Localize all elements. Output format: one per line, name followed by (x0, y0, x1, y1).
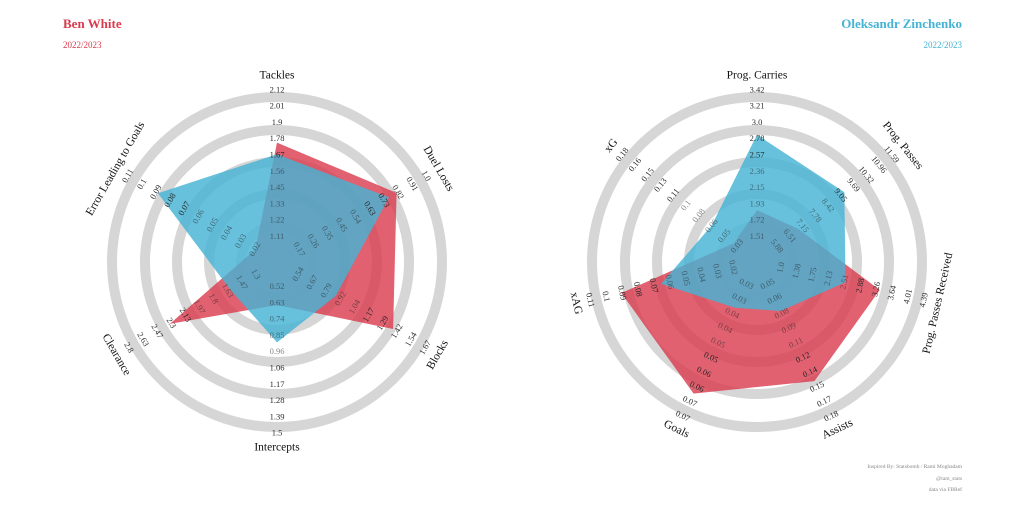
tick-label: 1.38 (790, 263, 803, 280)
tick-label: 4.01 (901, 288, 914, 305)
tick-label: 0.08 (632, 281, 645, 298)
tick-label: 0.1 (135, 177, 149, 191)
ring (587, 92, 927, 432)
tick-label: 1.75 (806, 266, 819, 283)
tick-label: 1.93 (750, 198, 765, 208)
tick-label: 1.33 (270, 198, 285, 208)
tick-label: 1.72 (750, 215, 765, 225)
tick-label: 1.11 (270, 231, 285, 241)
tick-label: 0.85 (270, 330, 285, 340)
credit-handle: @tam_stats (936, 476, 962, 482)
tick-label: 2.51 (837, 273, 850, 290)
tick-label: 1.39 (270, 411, 285, 421)
credit-source: data via FBRef (928, 487, 962, 493)
ring (140, 125, 414, 399)
tick-label: 0.03 (711, 263, 724, 280)
tick-label: 4.39 (917, 292, 930, 309)
tick-label: 1.9 (272, 117, 283, 127)
tick-label: 0.1 (600, 290, 612, 303)
tick-label: 1.0 (420, 169, 434, 183)
tick-label: 2.13 (821, 270, 834, 287)
player2-name: Oleksandr Zinchenko (841, 16, 962, 31)
tick-label: 0.06 (664, 273, 677, 290)
tick-label: 2.15 (750, 182, 765, 192)
tick-label: 0.63 (270, 297, 285, 307)
credit-inspired: Inspired By: Statsbomb / Rami Moghadam (867, 464, 962, 470)
radar-chart-2: 1.51 1.72 1.93 2.15 2.36 2.57 2.78 3.0 3.21 3.42 P… (568, 70, 956, 442)
tick-label: 0.96 (270, 346, 285, 356)
axis-label: xAG (568, 291, 585, 315)
tick-label: 3.42 (750, 84, 765, 94)
tick-label: 1.28 (270, 395, 285, 405)
tick-label: 2.3 (165, 316, 179, 330)
tick-label: 0.11 (584, 292, 597, 308)
player1-season: 2022/2023 (63, 40, 102, 50)
tick-label: 0.52 (270, 281, 285, 291)
tick-label: 3.0 (752, 117, 763, 127)
tick-label: 2.36 (750, 166, 765, 176)
radar-polygon-player2 (157, 154, 389, 343)
tick-label: 1.8 (207, 291, 221, 305)
tick-label: 1.56 (270, 166, 285, 176)
tick-label: 1.3 (249, 267, 263, 281)
tick-label: 1.78 (270, 133, 285, 143)
tick-label: 1.67 (270, 149, 285, 159)
axis-label: Prog. Carries (727, 70, 788, 82)
tick-label: 3.26 (869, 281, 882, 298)
tick-label: 0.02 (727, 259, 740, 276)
axis-label: Intercepts (254, 442, 300, 454)
tick-label: 1.22 (270, 215, 285, 225)
player1-name: Ben White (63, 16, 122, 31)
tick-label: 0.74 (270, 314, 286, 324)
tick-label: 1.0 (774, 261, 786, 274)
ring (620, 125, 894, 399)
tick-label: 0.05 (679, 270, 692, 287)
ring (107, 92, 447, 432)
tick-label: 1.17 (270, 379, 285, 389)
tick-label: 0.04 (695, 266, 708, 283)
tick-label: 0.09 (616, 284, 629, 301)
tick-label: 2.88 (853, 277, 866, 294)
tick-label: 2.12 (270, 84, 285, 94)
tick-label: 1.51 (750, 231, 765, 241)
tick-label: 1.06 (270, 362, 285, 372)
tick-label: 2.8 (122, 340, 136, 354)
player2-season: 2022/2023 (923, 40, 962, 50)
radar-chart-1: 1.11 1.22 1.33 1.45 1.56 1.67 1.78 1.9 2.01 2.12 T… (84, 70, 457, 454)
tick-label: 3.64 (885, 284, 898, 301)
tick-label: 2.57 (750, 149, 765, 159)
tick-label: 2.01 (270, 101, 285, 111)
axis-label: Tackles (260, 70, 295, 82)
tick-label: 3.21 (750, 101, 765, 111)
radar-polygon-player2 (661, 134, 846, 311)
tick-label: 1.45 (270, 182, 285, 192)
tick-label: 1.5 (272, 428, 283, 438)
tick-label: 2.78 (750, 133, 765, 143)
tick-label: 0.07 (648, 277, 661, 294)
